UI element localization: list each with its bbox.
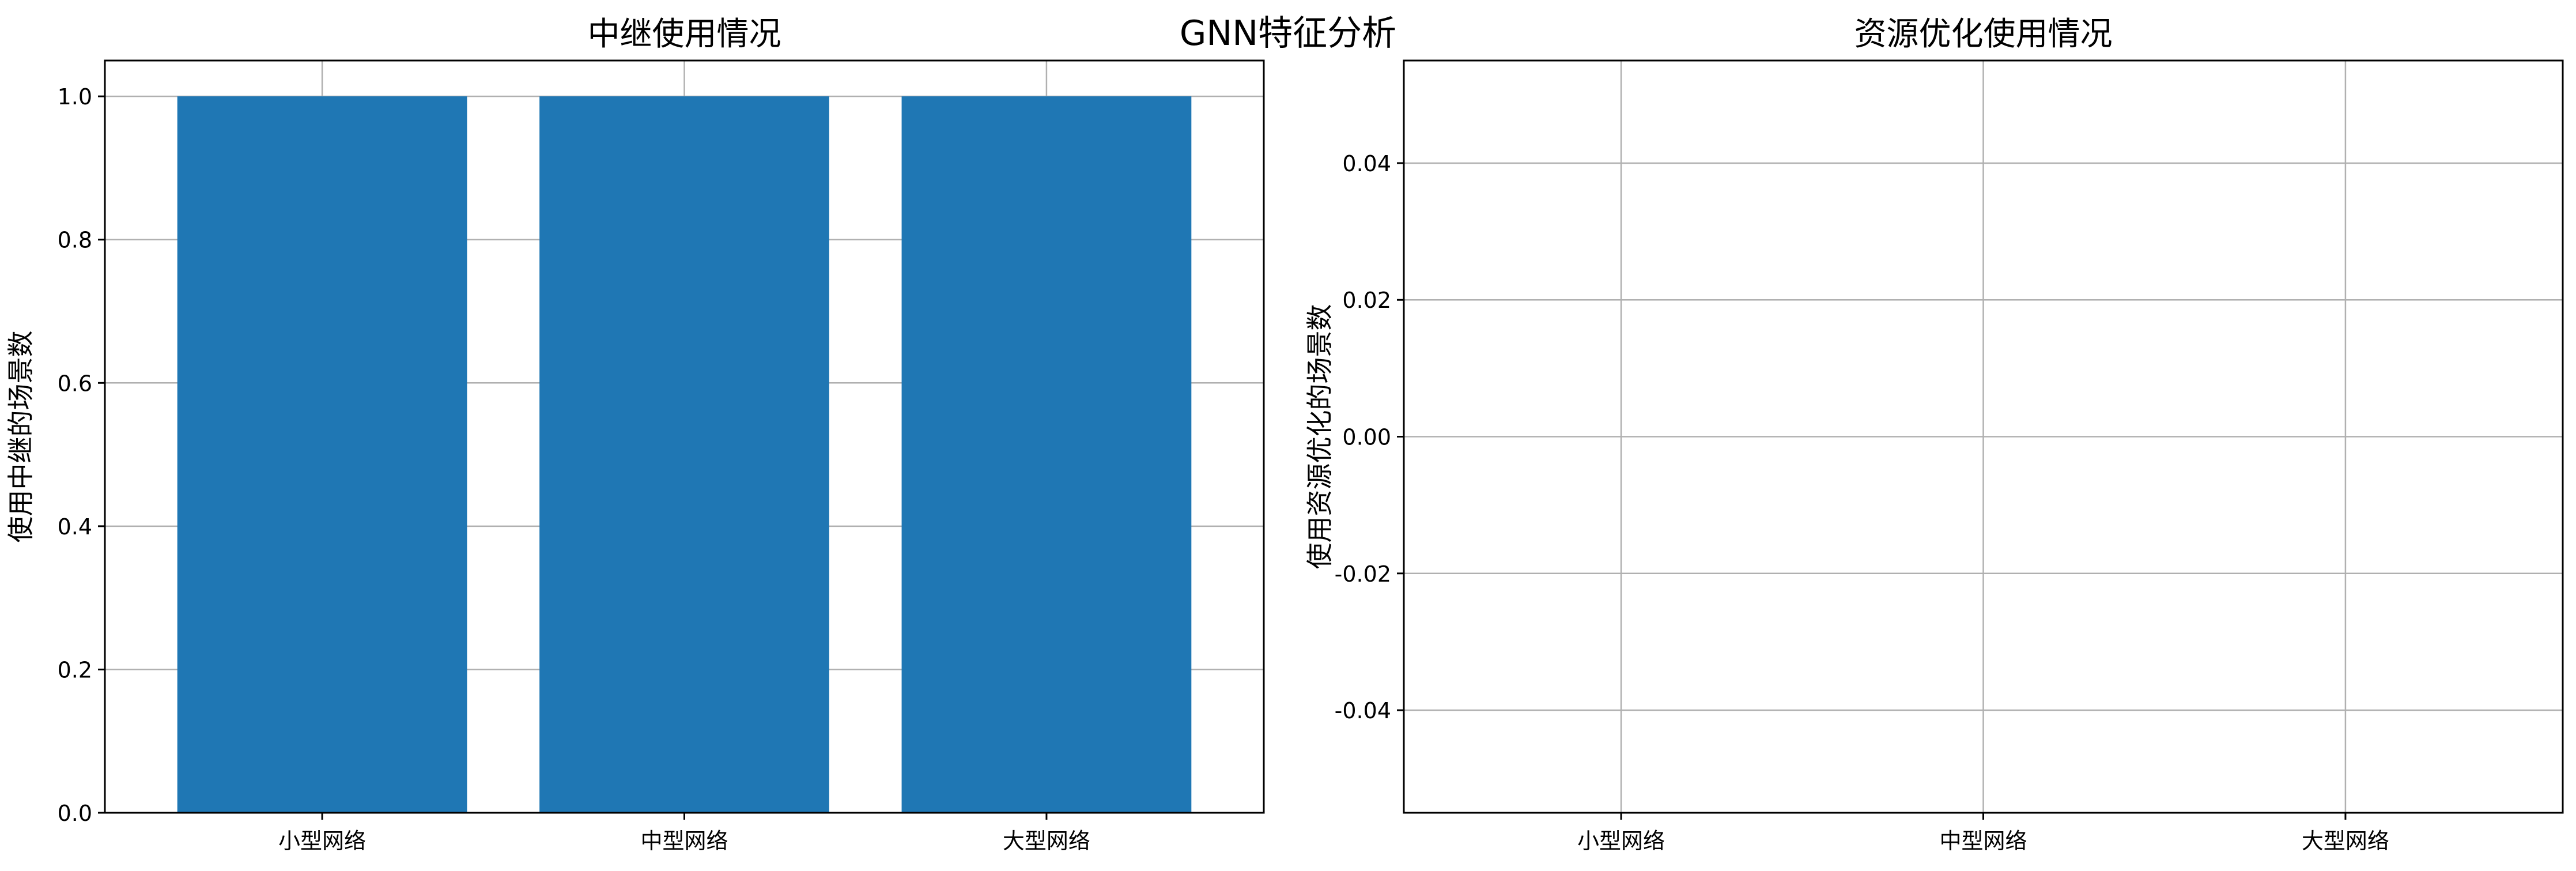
relay-chart-title: 中继使用情况 (588, 16, 781, 53)
resource-y-tick-label: -0.04 (1335, 698, 1391, 723)
relay-y-tick-label: 0.2 (58, 657, 92, 683)
resource-chart-title: 资源优化使用情况 (1854, 16, 2113, 53)
resource-grid (1404, 61, 2563, 813)
resource-y-tick-label: 0.00 (1342, 425, 1391, 450)
relay-y-axis-label: 使用中继的场景数 (5, 331, 36, 543)
relay-y-tick-label: 0.6 (58, 371, 92, 396)
resource-ticks: 小型网络 中型网络 大型网络 -0.04 -0.02 0.00 0.02 0.04 (1335, 151, 2389, 854)
relay-ticks: 小型网络 中型网络 大型网络 0.0 0.2 0.4 0.6 0.8 1.0 (58, 84, 1090, 854)
resource-x-tick-label: 小型网络 (1577, 828, 1665, 854)
resource-y-axis-label: 使用资源优化的场景数 (1304, 304, 1335, 570)
relay-usage-chart: 小型网络 中型网络 大型网络 0.0 0.2 0.4 0.6 0.8 1.0 中继使用情况 使用… (5, 16, 1265, 854)
resource-y-tick-label: 0.04 (1342, 151, 1391, 176)
relay-bars (177, 96, 1192, 813)
resource-x-tick-label: 大型网络 (2302, 828, 2389, 854)
relay-x-tick-label: 大型网络 (1003, 828, 1090, 854)
relay-bar (539, 96, 829, 813)
relay-x-tick-label: 小型网络 (278, 828, 366, 854)
resource-x-tick-label: 中型网络 (1939, 828, 2027, 854)
relay-y-tick-label: 1.0 (58, 84, 92, 110)
resource-y-tick-label: 0.02 (1342, 288, 1391, 313)
relay-bar (901, 96, 1192, 813)
relay-bar (177, 96, 467, 813)
relay-y-tick-label: 0.8 (58, 228, 92, 253)
relay-y-tick-label: 0.0 (58, 801, 92, 826)
relay-y-tick-label: 0.4 (58, 514, 92, 540)
resource-y-tick-label: -0.02 (1335, 561, 1391, 587)
resource-optimization-chart: 小型网络 中型网络 大型网络 -0.04 -0.02 0.00 0.02 0.04 资源优化使… (1304, 16, 2564, 854)
relay-x-tick-label: 中型网络 (640, 828, 728, 854)
figure-suptitle: GNN特征分析 (1180, 13, 1396, 54)
